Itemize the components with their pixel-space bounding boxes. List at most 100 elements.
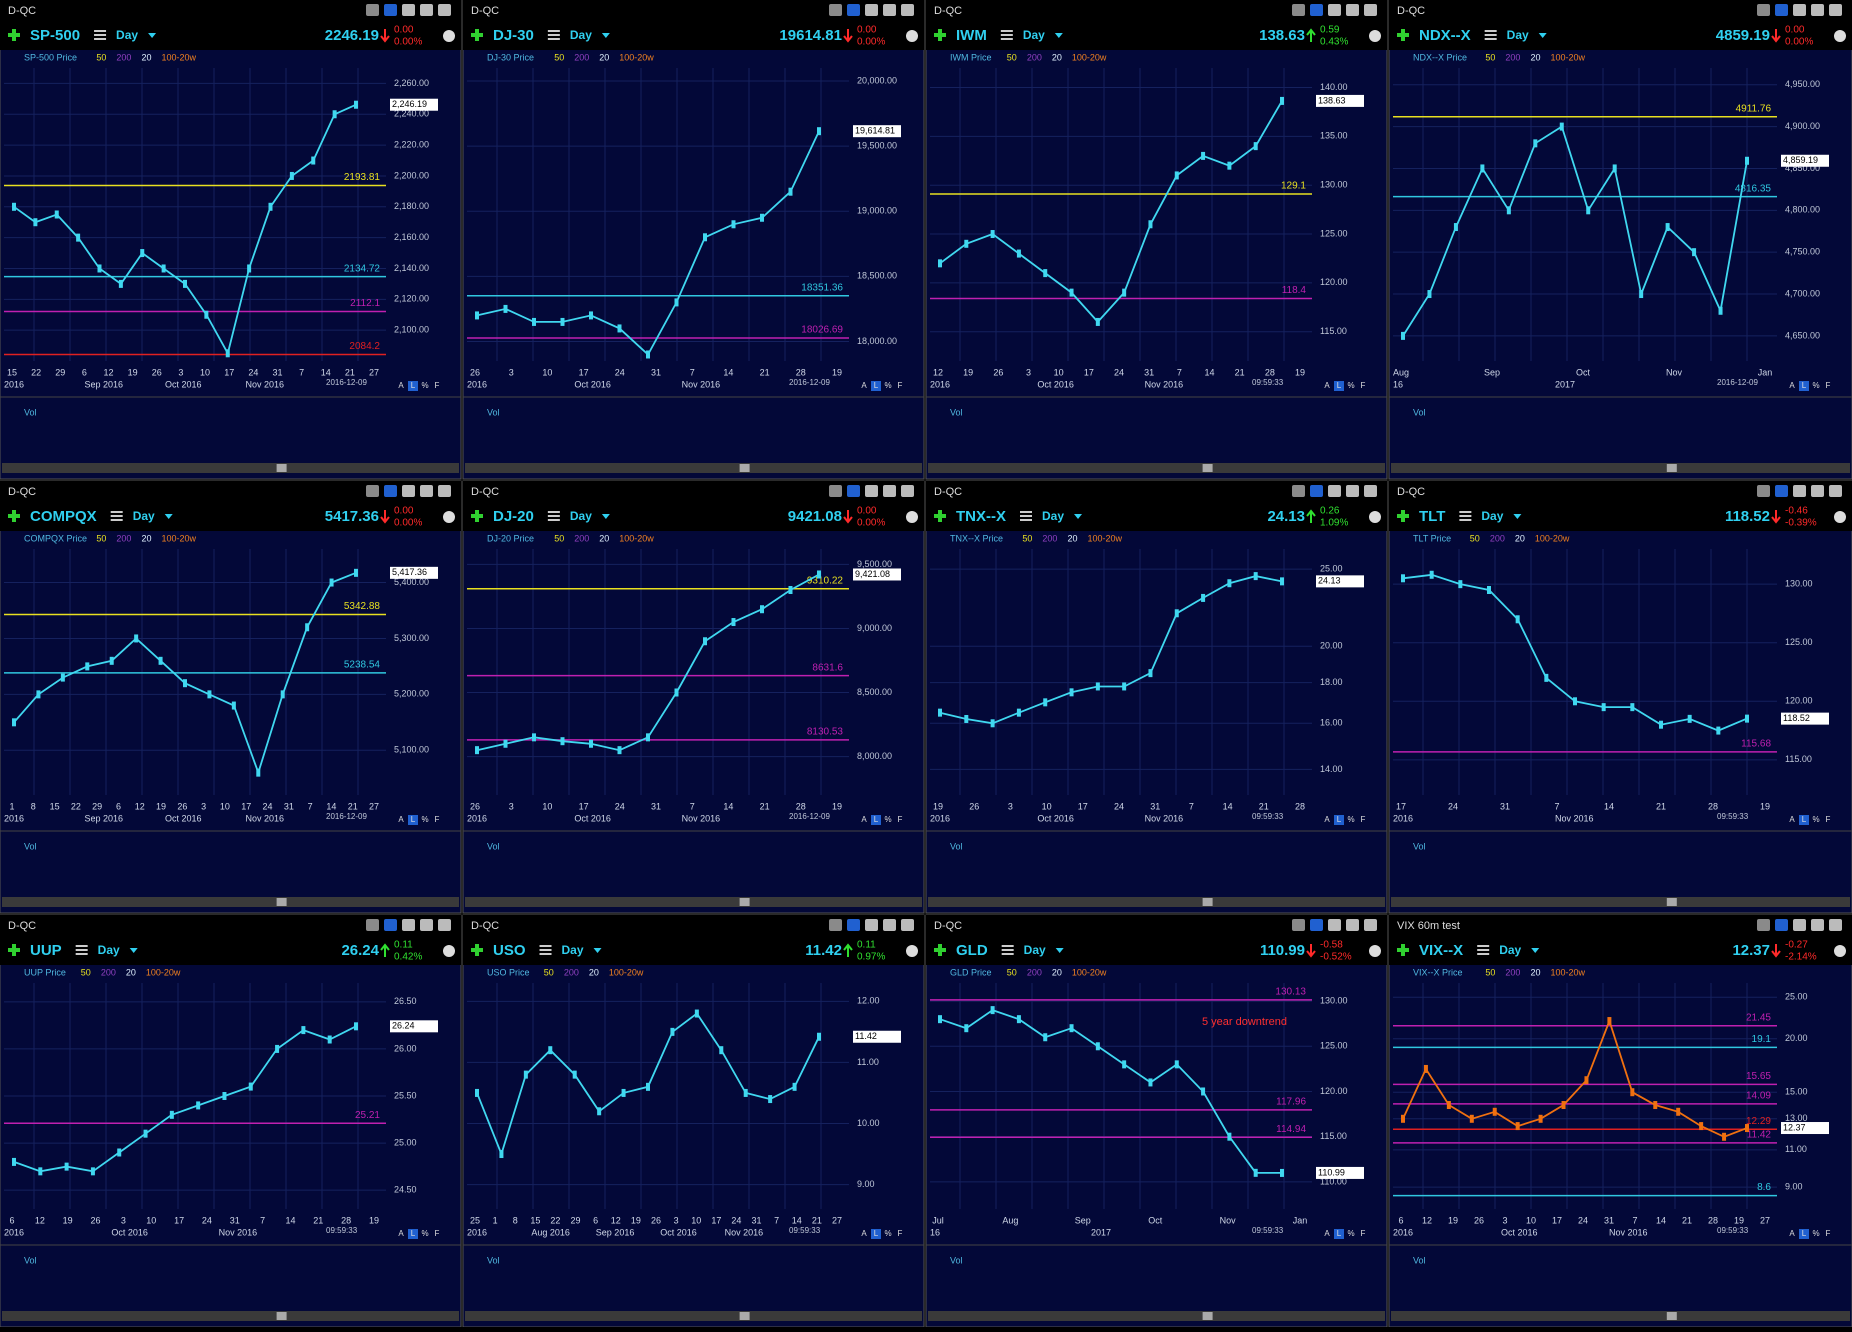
workspace-label[interactable]: D-QC [471, 920, 499, 932]
scrollbar-thumb[interactable] [1666, 464, 1677, 472]
list-icon[interactable] [1001, 949, 1014, 951]
toolbar-icon[interactable] [847, 4, 860, 16]
toolbar-icon[interactable] [1310, 485, 1323, 497]
toolbar-icon[interactable] [1829, 4, 1842, 16]
scrollbar[interactable] [1391, 463, 1850, 473]
axis-button[interactable] [1787, 1229, 1797, 1239]
scrollbar-thumb[interactable] [1202, 1312, 1213, 1320]
scrollbar-thumb[interactable] [1666, 1312, 1677, 1320]
toolbar-icon[interactable] [420, 485, 433, 497]
toolbar-icon[interactable] [1364, 919, 1377, 931]
toolbar-icon[interactable] [1328, 485, 1341, 497]
add-icon[interactable] [12, 29, 16, 41]
toolbar-icon[interactable] [847, 485, 860, 497]
axis-button[interactable] [883, 1229, 893, 1239]
list-icon[interactable] [1477, 945, 1490, 947]
scrollbar-thumb[interactable] [276, 1312, 287, 1320]
toolbar-icon[interactable] [901, 919, 914, 931]
list-icon[interactable] [1477, 953, 1490, 955]
toolbar-icon[interactable] [402, 485, 415, 497]
axis-button[interactable] [420, 815, 430, 825]
toolbar-icon[interactable] [1757, 4, 1770, 16]
list-icon[interactable] [547, 38, 560, 40]
axis-button[interactable] [1358, 381, 1368, 391]
list-icon[interactable] [539, 945, 552, 947]
axis-button[interactable] [1823, 1229, 1833, 1239]
scrollbar-thumb[interactable] [739, 898, 750, 906]
period[interactable]: Day [1023, 28, 1045, 42]
settings-icon[interactable] [443, 945, 455, 957]
scrollbar-thumb[interactable] [276, 898, 287, 906]
workspace-label[interactable]: D-QC [1397, 5, 1425, 17]
toolbar-icon[interactable] [1757, 919, 1770, 931]
toolbar-icon[interactable] [847, 919, 860, 931]
list-icon[interactable] [1020, 511, 1032, 513]
axis-button[interactable] [1823, 815, 1833, 825]
list-icon[interactable] [1000, 38, 1013, 40]
period[interactable]: Day [116, 28, 138, 42]
period[interactable]: Day [1481, 509, 1503, 523]
axis-button[interactable] [1346, 1229, 1356, 1239]
axis-button[interactable] [1787, 381, 1797, 391]
symbol[interactable]: TNX--X [956, 508, 1006, 525]
list-icon[interactable] [94, 30, 107, 32]
list-icon[interactable] [75, 953, 88, 955]
list-icon[interactable] [94, 34, 107, 36]
toolbar-icon[interactable] [883, 485, 896, 497]
toolbar-icon[interactable] [1310, 919, 1323, 931]
toolbar-icon[interactable] [438, 919, 451, 931]
toolbar-icon[interactable] [1364, 485, 1377, 497]
toolbar-icon[interactable] [1346, 919, 1359, 931]
toolbar-icon[interactable] [1775, 485, 1788, 497]
toolbar-icon[interactable] [438, 485, 451, 497]
toolbar-icon[interactable] [384, 919, 397, 931]
symbol[interactable]: USO [493, 942, 526, 959]
axis-button[interactable] [432, 1229, 442, 1239]
toolbar-icon[interactable] [829, 485, 842, 497]
axis-button[interactable] [1799, 381, 1809, 391]
workspace-label[interactable]: D-QC [934, 5, 962, 17]
axis-button[interactable] [895, 815, 905, 825]
period[interactable]: Day [570, 28, 592, 42]
period[interactable]: Day [1499, 943, 1521, 957]
toolbar-icon[interactable] [1292, 919, 1305, 931]
toolbar-icon[interactable] [1829, 919, 1842, 931]
settings-icon[interactable] [906, 511, 918, 523]
axis-button[interactable] [408, 1229, 418, 1239]
toolbar-icon[interactable] [1328, 4, 1341, 16]
list-icon[interactable] [547, 30, 560, 32]
toolbar-icon[interactable] [1829, 485, 1842, 497]
toolbar-icon[interactable] [865, 4, 878, 16]
toolbar-icon[interactable] [883, 4, 896, 16]
toolbar-icon[interactable] [901, 485, 914, 497]
period[interactable]: Day [570, 509, 592, 523]
toolbar-icon[interactable] [1757, 485, 1770, 497]
scrollbar[interactable] [928, 463, 1385, 473]
axis-button[interactable] [432, 381, 442, 391]
axis-button[interactable] [1334, 1229, 1344, 1239]
scrollbar[interactable] [1391, 1311, 1850, 1321]
toolbar-icon[interactable] [384, 4, 397, 16]
scrollbar[interactable] [928, 897, 1385, 907]
axis-button[interactable] [883, 381, 893, 391]
toolbar-icon[interactable] [883, 919, 896, 931]
workspace-label[interactable]: D-QC [8, 5, 36, 17]
add-icon[interactable] [475, 510, 479, 522]
period[interactable]: Day [1507, 28, 1529, 42]
period[interactable]: Day [98, 943, 120, 957]
scrollbar-thumb[interactable] [739, 1312, 750, 1320]
axis-button[interactable] [420, 381, 430, 391]
list-icon[interactable] [1484, 38, 1497, 40]
add-icon[interactable] [1401, 29, 1405, 41]
axis-button[interactable] [871, 815, 881, 825]
workspace-label[interactable]: D-QC [8, 486, 36, 498]
axis-button[interactable] [1799, 1229, 1809, 1239]
workspace-label[interactable]: D-QC [471, 486, 499, 498]
list-icon[interactable] [1484, 30, 1497, 32]
add-icon[interactable] [475, 29, 479, 41]
list-icon[interactable] [1484, 34, 1497, 36]
axis-button[interactable] [859, 1229, 869, 1239]
axis-button[interactable] [432, 815, 442, 825]
list-icon[interactable] [110, 511, 123, 513]
list-icon[interactable] [1020, 519, 1032, 521]
